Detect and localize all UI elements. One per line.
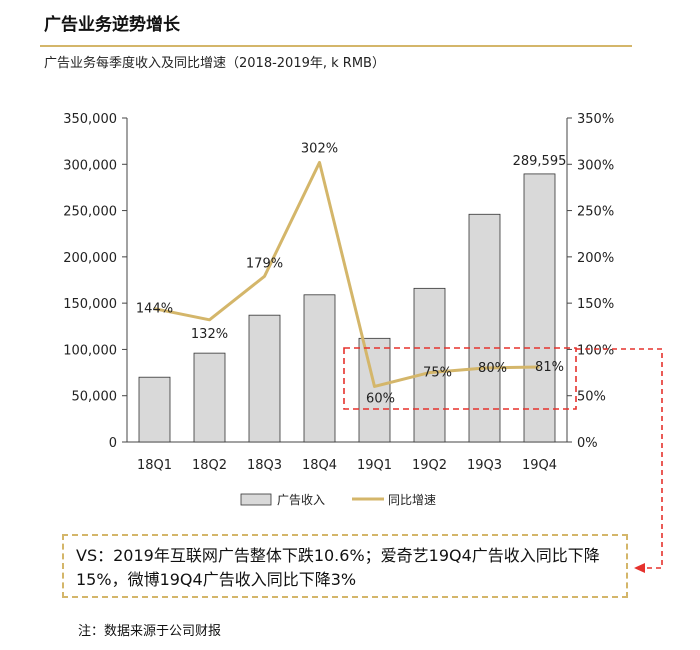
y-right-tick-label: 50%	[577, 390, 606, 405]
title-divider	[40, 45, 632, 47]
bar	[248, 314, 281, 443]
x-tick-label: 18Q3	[247, 458, 282, 473]
bar	[138, 376, 171, 443]
bar	[413, 287, 446, 443]
y-left-tick-label: 200,000	[63, 251, 117, 266]
y-right-tick-label: 300%	[577, 158, 614, 173]
y-left-tick-label: 100,000	[63, 343, 117, 358]
y-right-tick-label: 100%	[577, 343, 614, 358]
y-left-tick-label: 50,000	[72, 390, 118, 405]
line-data-label: 60%	[366, 391, 395, 406]
line-data-label: 81%	[535, 360, 564, 375]
line-data-label: 132%	[191, 327, 228, 342]
bar	[358, 337, 391, 443]
x-tick-label: 19Q2	[412, 458, 447, 473]
bar	[523, 173, 556, 443]
y-left-tick-label: 250,000	[63, 205, 117, 220]
y-right-tick-label: 150%	[577, 297, 614, 312]
x-tick-label: 19Q1	[357, 458, 392, 473]
line-data-label: 302%	[301, 141, 338, 156]
chart-subtitle: 广告业务每季度收入及同比增速（2018-2019年, k RMB）	[44, 56, 385, 71]
growth-line	[154, 160, 540, 388]
x-tick-label: 19Q3	[467, 458, 502, 473]
line-data-label: 75%	[423, 366, 452, 381]
highlight-box	[343, 347, 577, 410]
legend-bar-label: 广告收入	[277, 493, 325, 507]
line-data-label: 80%	[478, 361, 507, 376]
x-tick-label: 18Q2	[192, 458, 227, 473]
bar	[303, 294, 336, 443]
data-source-note: 注：数据来源于公司财报	[78, 624, 222, 639]
x-tick-label: 19Q4	[522, 458, 557, 473]
page-title: 广告业务逆势增长	[44, 15, 180, 35]
x-tick-label: 18Q4	[302, 458, 337, 473]
bar	[193, 352, 226, 443]
y-right-tick-label: 250%	[577, 205, 614, 220]
legend-bar-swatch	[240, 493, 272, 506]
legend-line-label: 同比增速	[388, 493, 436, 507]
y-right-tick-label: 200%	[577, 251, 614, 266]
y-left-tick-label: 350,000	[63, 112, 117, 127]
line-data-label: 144%	[136, 302, 173, 317]
y-right-tick-label: 350%	[577, 112, 614, 127]
bar-data-label: 289,595	[513, 154, 567, 169]
line-data-label: 179%	[246, 256, 283, 271]
arrow-head-icon	[634, 563, 645, 573]
x-tick-label: 18Q1	[137, 458, 172, 473]
y-right-tick-label: 0%	[577, 436, 598, 451]
y-left-tick-label: 300,000	[63, 158, 117, 173]
y-left-tick-label: 0	[109, 436, 117, 451]
y-left-tick-label: 150,000	[63, 297, 117, 312]
bar	[468, 213, 501, 443]
comparison-note: VS：2019年互联网广告整体下跌10.6%；爱奇艺19Q4广告收入同比下降15…	[62, 534, 628, 598]
